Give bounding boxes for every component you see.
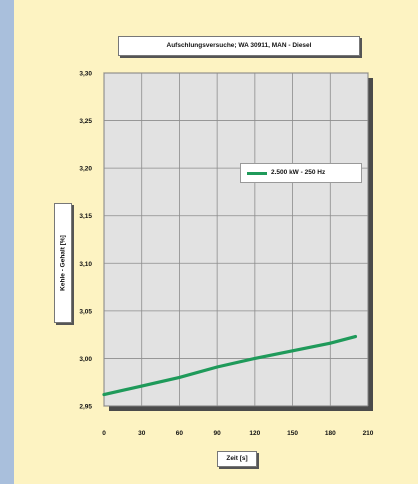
y-tick-label: 3,25: [79, 118, 92, 125]
data-point: [328, 341, 332, 345]
y-axis-label: Kehle - Gehalt [%]: [54, 203, 72, 323]
y-tick-label: 3,15: [79, 213, 92, 220]
y-tick-label: 3,20: [79, 166, 92, 173]
x-tick-label: 180: [325, 430, 336, 437]
data-point: [354, 335, 357, 338]
x-tick-label: 0: [102, 430, 106, 437]
data-point: [102, 393, 106, 396]
legend: 2.500 kW - 250 Hz: [240, 163, 362, 183]
legend-label: 2.500 kW - 250 Hz: [271, 169, 326, 176]
x-axis-label: Zeit [s]: [217, 451, 257, 467]
plot-area: [103, 72, 369, 407]
chart-title-text: Aufschlungsversuche; WA 30911, MAN - Die…: [166, 42, 312, 49]
x-tick-label: 60: [176, 430, 184, 437]
y-axis-label-text: Kehle - Gehalt [%]: [59, 235, 67, 291]
data-point: [140, 384, 144, 388]
y-tick-label: 3,30: [79, 71, 92, 78]
series-line: [102, 334, 358, 397]
y-tick-label: 3,00: [79, 356, 92, 363]
x-tick-label: 30: [138, 430, 146, 437]
x-axis-label-text: Zeit [s]: [226, 455, 248, 462]
x-tick-label: 210: [363, 430, 374, 437]
x-tick-label: 120: [249, 430, 260, 437]
y-tick-label: 2,95: [79, 404, 92, 411]
y-tick-label: 3,05: [79, 308, 92, 315]
data-point: [291, 349, 294, 353]
x-tick-label: 150: [287, 430, 298, 437]
legend-line-swatch: [247, 172, 267, 175]
y-tick-label: 3,10: [79, 261, 92, 268]
data-point: [215, 365, 219, 369]
data-point: [178, 376, 181, 379]
chart-title: Aufschlungsversuche; WA 30911, MAN - Die…: [118, 36, 360, 56]
x-tick-label: 90: [214, 430, 222, 437]
data-point: [253, 357, 257, 360]
